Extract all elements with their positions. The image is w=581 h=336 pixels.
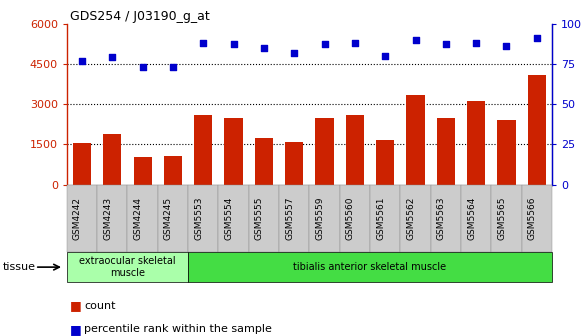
Point (441, 42, 450, 47)
Point (229, 42, 238, 47)
Bar (528, 75, 546, 185)
Bar (224, 118, 243, 185)
Text: ■: ■ (70, 323, 81, 336)
Bar (376, 140, 394, 185)
Text: GSM4244: GSM4244 (134, 197, 142, 240)
Text: GSM5566: GSM5566 (528, 197, 537, 240)
Point (411, 37, 420, 42)
Bar (134, 157, 152, 185)
Text: GSM5562: GSM5562 (407, 197, 415, 240)
Text: extraocular skeletal
muscle: extraocular skeletal muscle (79, 256, 176, 278)
Point (259, 45, 268, 50)
Bar (497, 120, 515, 185)
Bar (194, 115, 213, 185)
Text: tibialis anterior skeletal muscle: tibialis anterior skeletal muscle (293, 262, 447, 272)
Bar (164, 156, 182, 185)
Text: GSM4243: GSM4243 (103, 197, 112, 240)
Bar (255, 138, 273, 185)
Point (107, 55, 117, 60)
Bar (437, 118, 455, 185)
Point (502, 43, 511, 49)
Text: GSM5565: GSM5565 (497, 197, 507, 240)
Point (289, 50, 299, 55)
Text: GSM5564: GSM5564 (467, 197, 476, 240)
Text: GSM5554: GSM5554 (225, 197, 234, 240)
Text: GSM5555: GSM5555 (255, 197, 264, 240)
Point (199, 40, 208, 46)
Bar (103, 134, 121, 185)
Bar (467, 101, 485, 185)
Bar (315, 118, 333, 185)
Point (350, 40, 360, 46)
Point (472, 40, 481, 46)
Point (381, 53, 390, 58)
Text: GSM4245: GSM4245 (164, 197, 173, 240)
Text: tissue: tissue (3, 262, 36, 272)
Text: count: count (84, 301, 116, 311)
Bar (406, 95, 425, 185)
Point (532, 35, 541, 41)
Point (138, 65, 147, 70)
Text: GSM4242: GSM4242 (73, 197, 82, 240)
Bar (73, 143, 91, 185)
Text: GSM5561: GSM5561 (376, 197, 385, 240)
Text: GDS254 / J03190_g_at: GDS254 / J03190_g_at (70, 10, 210, 23)
Point (168, 65, 178, 70)
Bar (346, 115, 364, 185)
Point (77, 58, 87, 63)
Point (320, 42, 329, 47)
Text: GSM5560: GSM5560 (346, 197, 355, 240)
Text: GSM5559: GSM5559 (315, 197, 325, 240)
Text: ■: ■ (70, 299, 81, 312)
Text: percentile rank within the sample: percentile rank within the sample (84, 324, 272, 334)
Text: GSM5557: GSM5557 (285, 197, 294, 240)
Bar (285, 142, 303, 185)
Text: GSM5553: GSM5553 (194, 197, 203, 240)
Text: GSM5563: GSM5563 (437, 197, 446, 240)
